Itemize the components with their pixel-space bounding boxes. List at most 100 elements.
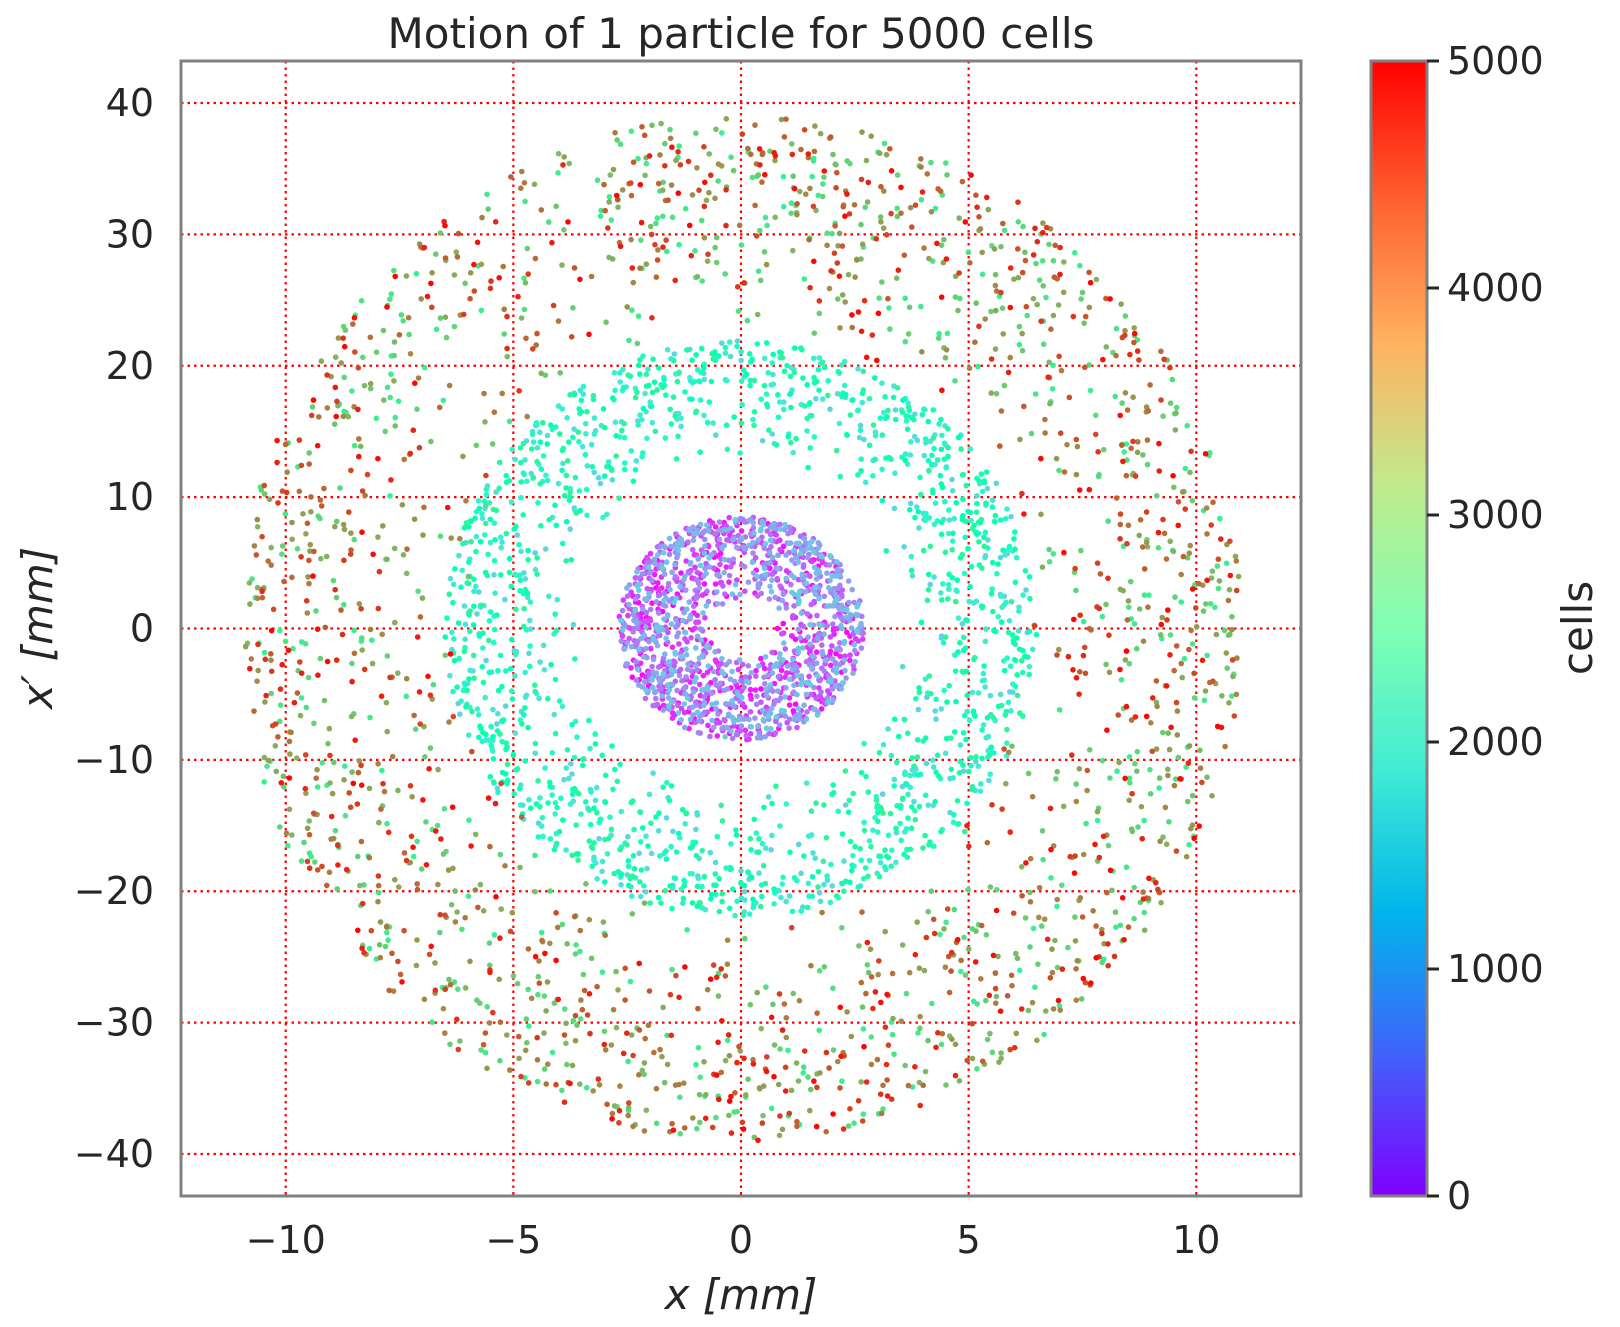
data-point <box>1011 276 1017 283</box>
data-point <box>637 809 643 815</box>
data-point <box>961 934 967 941</box>
data-point <box>349 660 355 667</box>
data-point <box>949 575 956 581</box>
data-point <box>933 696 939 703</box>
data-point <box>703 603 710 609</box>
data-point <box>950 530 956 537</box>
data-point <box>696 378 702 385</box>
data-point <box>1214 723 1221 730</box>
data-point <box>1093 276 1100 283</box>
data-point <box>1125 598 1132 604</box>
data-point <box>696 718 702 724</box>
data-point <box>906 969 913 976</box>
data-point <box>576 488 583 494</box>
data-point <box>820 858 827 865</box>
data-point <box>552 811 558 817</box>
data-point <box>495 667 501 674</box>
data-point <box>636 581 643 587</box>
data-point <box>798 673 805 679</box>
data-point <box>426 766 432 772</box>
data-point <box>249 576 255 582</box>
data-point <box>998 1050 1004 1056</box>
data-point <box>829 230 835 237</box>
data-point <box>912 808 918 814</box>
data-point <box>617 141 624 147</box>
data-point <box>450 581 457 588</box>
data-point <box>695 1044 702 1051</box>
data-point <box>1046 546 1052 553</box>
data-point <box>821 168 828 174</box>
data-point <box>1104 727 1110 733</box>
data-point <box>754 989 760 996</box>
data-point <box>1077 669 1083 675</box>
data-point <box>364 471 371 478</box>
data-point <box>254 678 260 684</box>
data-point <box>535 973 542 980</box>
data-point <box>1167 652 1173 658</box>
data-point <box>357 882 363 889</box>
data-point <box>693 130 699 136</box>
data-point <box>1153 879 1159 886</box>
data-point <box>538 370 544 377</box>
data-point <box>983 469 990 475</box>
data-point <box>942 750 949 757</box>
data-point <box>742 519 748 525</box>
data-point <box>1018 864 1025 870</box>
data-point <box>839 243 846 249</box>
data-point <box>642 695 649 702</box>
data-point <box>993 288 1000 294</box>
data-point <box>984 839 991 846</box>
data-point <box>693 619 699 626</box>
data-point <box>862 479 869 486</box>
data-point <box>889 1031 896 1038</box>
data-point <box>862 204 868 211</box>
data-point <box>968 762 974 769</box>
data-point <box>948 766 955 773</box>
data-point <box>648 645 654 652</box>
data-point <box>543 472 549 479</box>
data-point <box>915 706 922 713</box>
data-point <box>666 551 673 558</box>
data-point <box>262 699 268 705</box>
data-point <box>860 875 867 882</box>
data-point <box>417 614 424 620</box>
data-point <box>1131 621 1138 627</box>
data-point <box>1227 538 1233 544</box>
data-point <box>830 621 836 627</box>
data-point <box>687 561 694 567</box>
data-point <box>673 972 679 979</box>
data-point <box>998 702 1005 709</box>
data-point <box>501 306 508 313</box>
data-point <box>676 1081 682 1088</box>
data-point <box>990 608 996 615</box>
data-point <box>800 1070 806 1076</box>
data-point <box>350 321 356 327</box>
data-point <box>537 439 544 445</box>
data-point <box>1172 776 1179 782</box>
data-point <box>792 701 799 707</box>
data-point <box>547 779 553 786</box>
data-point <box>1208 575 1215 581</box>
data-point <box>614 778 621 785</box>
data-point <box>518 1073 524 1080</box>
data-point <box>786 524 793 531</box>
data-point <box>1170 548 1177 555</box>
data-point <box>1131 325 1137 331</box>
data-point <box>834 169 840 176</box>
data-point <box>943 919 949 926</box>
data-point <box>800 1064 807 1070</box>
data-point <box>746 716 752 723</box>
data-point <box>470 652 477 659</box>
data-point <box>306 818 313 824</box>
data-point <box>845 271 852 278</box>
data-point <box>839 680 846 686</box>
data-point <box>894 172 901 178</box>
data-point <box>1183 764 1189 770</box>
data-point <box>1072 853 1078 859</box>
data-point <box>426 951 433 958</box>
data-point <box>786 716 793 722</box>
data-point <box>968 563 975 570</box>
data-point <box>1136 357 1142 363</box>
data-point <box>796 716 803 722</box>
data-point <box>940 581 946 587</box>
